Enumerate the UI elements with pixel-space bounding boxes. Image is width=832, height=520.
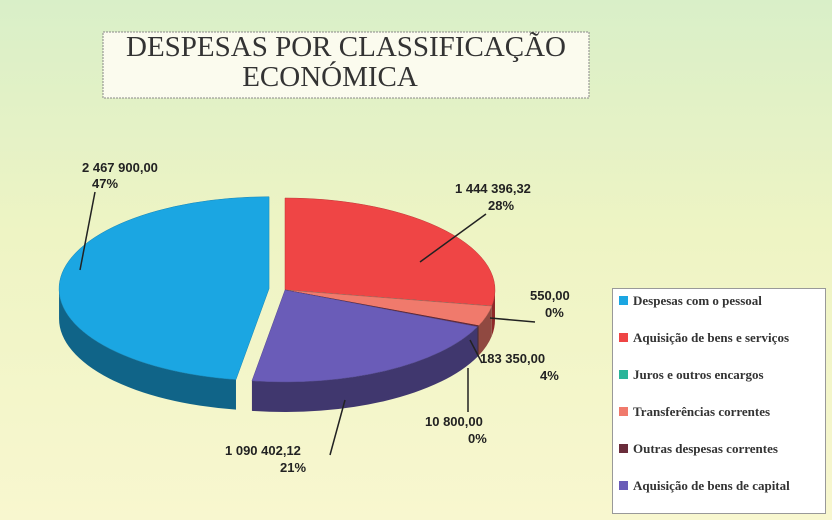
data-label: 1 444 396,32 xyxy=(455,181,531,196)
slice-side xyxy=(251,326,478,412)
legend-label: Despesas com o pessoal xyxy=(633,293,762,308)
data-label: 0% xyxy=(468,431,487,446)
legend-label: Aquisição de bens e serviços xyxy=(633,330,789,345)
data-label: 47% xyxy=(92,176,118,191)
data-label: 550,00 xyxy=(530,288,570,303)
legend-swatch xyxy=(619,333,628,342)
chart-title: ECONÓMICA xyxy=(242,60,418,93)
leader-line xyxy=(489,317,536,323)
slice-side xyxy=(491,290,495,337)
leader-line xyxy=(469,339,483,364)
legend-label: Juros e outros encargos xyxy=(633,367,764,382)
legend-label: Outras despesas correntes xyxy=(633,441,778,456)
slice xyxy=(284,197,496,307)
legend-item: Juros e outros encargos xyxy=(619,367,819,404)
data-label: 4% xyxy=(540,368,559,383)
data-label: 2 467 900,00 xyxy=(82,160,158,175)
legend-item: Aquisição de bens de capital xyxy=(619,478,819,515)
leader-line xyxy=(79,191,96,271)
data-label: 21% xyxy=(280,460,306,475)
leader-line xyxy=(329,399,346,456)
data-label: 10 800,00 xyxy=(425,414,483,429)
slice-side xyxy=(478,306,492,356)
legend-swatch xyxy=(619,407,628,416)
legend-label: Aquisição de bens de capital xyxy=(633,478,790,493)
legend-item: Outras despesas correntes xyxy=(619,441,819,478)
slice xyxy=(251,289,479,383)
legend-swatch xyxy=(619,370,628,379)
legend-swatch xyxy=(619,481,628,490)
data-label: 183 350,00 xyxy=(480,351,545,366)
legend-item: Transferências correntes xyxy=(619,404,819,441)
chart-title: DESPESAS POR CLASSIFICAÇÃO xyxy=(126,31,566,63)
legend-swatch xyxy=(619,296,628,305)
legend: Despesas com o pessoal Aquisição de bens… xyxy=(612,288,826,514)
title-box xyxy=(102,31,590,99)
legend-swatch xyxy=(619,444,628,453)
slice xyxy=(58,196,270,380)
leader-line xyxy=(419,213,487,263)
data-label: 1 090 402,12 xyxy=(225,443,301,458)
legend-label: Transferências correntes xyxy=(633,404,771,419)
slice-side xyxy=(59,288,236,410)
data-label: 0% xyxy=(545,305,564,320)
legend-item: Despesas com o pessoal xyxy=(619,293,819,330)
legend-item: Aquisição de bens e serviços xyxy=(619,330,819,367)
slice-side xyxy=(477,325,479,357)
data-label: 28% xyxy=(488,198,514,213)
